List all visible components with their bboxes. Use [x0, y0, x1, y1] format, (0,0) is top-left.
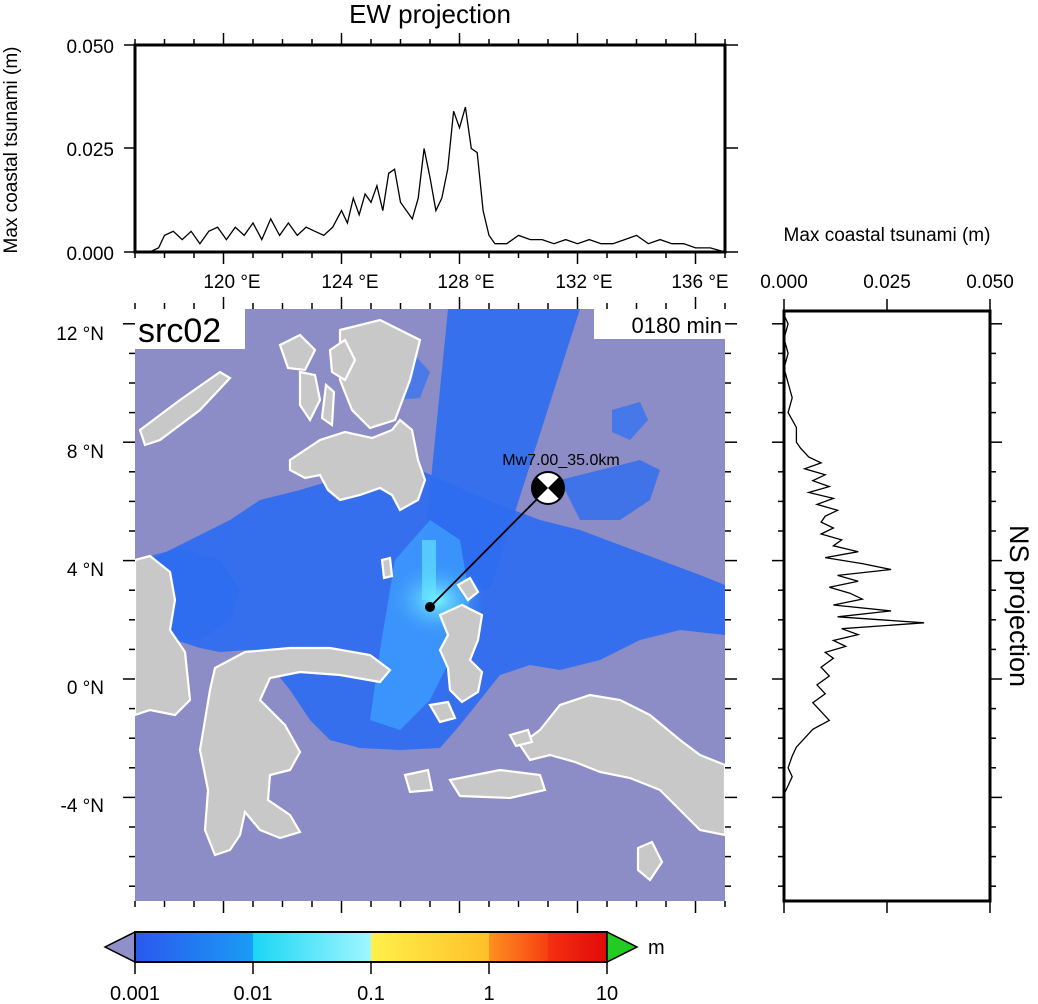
land-negros [298, 370, 322, 423]
lat-tick-label: 0 °N [67, 678, 104, 699]
lon-tick-label: 128 °E [437, 272, 494, 293]
lon-tick-label: 120 °E [203, 272, 260, 293]
colorbar-seg-3 [371, 932, 489, 962]
ew-y-ticks [124, 44, 738, 253]
land-masses [135, 318, 725, 882]
ns-projection-panel: Max coastal tsunami (m) 0.000 0.025 0.05… [760, 225, 1034, 913]
land-sulawesi [198, 646, 392, 857]
land-buru [403, 768, 434, 794]
land-new-guinea [518, 693, 725, 837]
colorbar-tick-label: 0.001 [110, 983, 160, 1004]
source-label-bg [135, 309, 245, 349]
land-cebu [320, 382, 336, 428]
wave-patch-ne [612, 402, 648, 440]
wave-field-east [560, 460, 660, 520]
land-seram [448, 768, 547, 800]
land-morotai [456, 576, 480, 602]
land-palawan [138, 370, 232, 447]
lon-tick-label: 136 °E [671, 272, 728, 293]
lat-tick-label: 4 °N [67, 560, 104, 581]
colorbar-tick-label: 0.1 [357, 983, 385, 1004]
land-mindanao [288, 418, 427, 512]
ns-x-tick-label: 0.000 [760, 272, 808, 293]
colorbar-over-arrow [606, 930, 639, 964]
time-label: 0180 min [631, 313, 722, 338]
focal-mechanism-icon [531, 471, 565, 505]
colorbar-seg-1 [135, 932, 253, 962]
lon-tick-labels: 120 °E 124 °E 128 °E 132 °E 136 °E [203, 272, 728, 293]
ew-x-ticks [134, 33, 726, 264]
ns-panel-title: NS projection [1004, 525, 1034, 687]
ew-panel-ylabel: Max coastal tsunami (m) [1, 47, 22, 254]
epicenter-dot [425, 602, 435, 612]
ew-profile-line [135, 106, 726, 253]
lat-tick-label: 8 °N [67, 442, 104, 463]
colorbar-tick-label: 1 [483, 983, 494, 1004]
ew-projection-panel: EW projection Max coastal tsunami (m) 0.… [1, 0, 738, 265]
land-sangihe [380, 556, 394, 580]
ns-panel-frame [782, 309, 992, 903]
colorbar-tick-label: 10 [596, 983, 618, 1004]
colorbar-unit: m [648, 937, 665, 959]
epicenter-label: Mw7.00_35.0km [502, 452, 619, 469]
ew-y-tick-label: 0.025 [66, 140, 114, 161]
source-label: src02 [138, 312, 221, 350]
lon-tick-label: 132 °E [555, 272, 612, 293]
ew-y-tick-label: 0.050 [66, 37, 114, 58]
lat-tick-label: 12 °N [56, 324, 104, 345]
colorbar: m 0.001 0.01 0.1 1 10 [103, 930, 665, 1004]
land-borneo [135, 554, 192, 717]
ns-panel-xlabel: Max coastal tsunami (m) [784, 225, 991, 246]
wave-hotspot-core [422, 540, 436, 600]
ew-y-tick-label: 0.000 [66, 244, 114, 265]
colorbar-seg-2 [253, 932, 371, 962]
land-aru [636, 840, 664, 882]
ns-profile-line [783, 314, 925, 901]
ns-x-tick-label: 0.050 [966, 272, 1014, 293]
map-panel: Mw7.00_35.0km src02 0180 min 12 °N 8 °N … [56, 297, 737, 913]
ew-panel-title: EW projection [349, 0, 511, 29]
lat-tick-label: -4 °N [61, 796, 105, 817]
map-ticks [123, 297, 737, 913]
land-samar [328, 338, 357, 382]
ns-x-tick-label: 0.025 [863, 272, 911, 293]
land-halmahera [438, 603, 484, 704]
land-visayas-north [338, 318, 422, 430]
ns-ticks [772, 299, 1002, 913]
colorbar-tick-label: 0.01 [234, 983, 273, 1004]
colorbar-seg-4 [489, 932, 548, 962]
lon-tick-label: 124 °E [321, 272, 378, 293]
epicenter-connector [429, 487, 549, 608]
land-raja-ampat [508, 728, 534, 748]
time-label-bg [594, 309, 725, 339]
colorbar-seg-5 [548, 932, 607, 962]
colorbar-ticks [134, 962, 608, 974]
land-panay [278, 333, 317, 372]
land-obi [428, 700, 457, 724]
ew-panel-frame [133, 43, 727, 254]
colorbar-under-arrow [103, 930, 136, 964]
